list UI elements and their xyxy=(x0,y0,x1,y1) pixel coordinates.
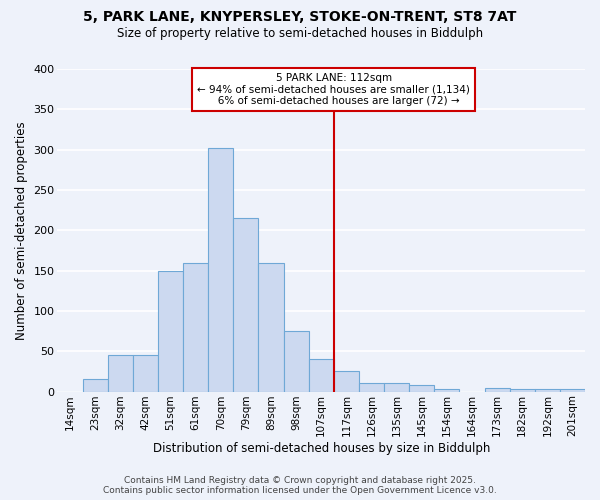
Bar xyxy=(509,389,535,392)
X-axis label: Distribution of semi-detached houses by size in Biddulph: Distribution of semi-detached houses by … xyxy=(152,442,490,455)
Bar xyxy=(384,384,409,392)
Bar xyxy=(334,372,359,392)
Bar xyxy=(308,360,334,392)
Bar xyxy=(560,389,585,392)
Bar xyxy=(133,356,158,392)
Bar xyxy=(434,389,460,392)
Bar xyxy=(108,356,133,392)
Text: Size of property relative to semi-detached houses in Biddulph: Size of property relative to semi-detach… xyxy=(117,28,483,40)
Bar xyxy=(183,262,208,392)
Bar xyxy=(83,380,108,392)
Bar xyxy=(259,262,284,392)
Text: 5, PARK LANE, KNYPERSLEY, STOKE-ON-TRENT, ST8 7AT: 5, PARK LANE, KNYPERSLEY, STOKE-ON-TRENT… xyxy=(83,10,517,24)
Bar xyxy=(535,389,560,392)
Text: Contains HM Land Registry data © Crown copyright and database right 2025.
Contai: Contains HM Land Registry data © Crown c… xyxy=(103,476,497,495)
Bar xyxy=(284,331,308,392)
Text: 5 PARK LANE: 112sqm
← 94% of semi-detached houses are smaller (1,134)
   6% of s: 5 PARK LANE: 112sqm ← 94% of semi-detach… xyxy=(197,73,470,106)
Bar xyxy=(485,388,509,392)
Bar xyxy=(208,148,233,392)
Y-axis label: Number of semi-detached properties: Number of semi-detached properties xyxy=(15,121,28,340)
Bar xyxy=(359,384,384,392)
Bar xyxy=(158,270,183,392)
Bar xyxy=(409,385,434,392)
Bar xyxy=(233,218,259,392)
